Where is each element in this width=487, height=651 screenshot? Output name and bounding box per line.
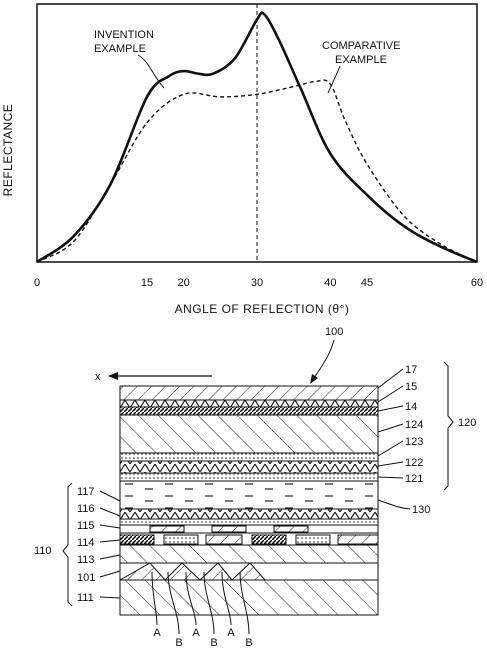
- x-tick-label: 30: [251, 277, 263, 289]
- x-axis-label: ANGLE OF REFLECTION (θ°): [175, 302, 350, 316]
- leader-b: [239, 571, 250, 635]
- bottom-label-a: A: [153, 627, 161, 639]
- layer-14: [119, 406, 379, 416]
- label-130: 130: [412, 504, 430, 516]
- leader-b: [203, 571, 215, 635]
- right-label-17: 17: [405, 364, 417, 376]
- bottom-label-b: B: [210, 637, 217, 649]
- leader-a: [151, 571, 158, 626]
- right-label-124: 124: [405, 419, 423, 431]
- right-label-121: 121: [405, 473, 423, 485]
- layer-117: [119, 508, 379, 520]
- layer-113: [119, 544, 379, 564]
- layer-130: [119, 480, 379, 510]
- leader-15: [377, 385, 404, 403]
- leader-a: [221, 571, 232, 626]
- x-tick-label: 0: [34, 277, 40, 289]
- chart: INVENTION EXAMPLE COMPARATIVE EXAMPLE 0 1…: [1, 3, 483, 316]
- direction-label: x: [95, 371, 101, 383]
- direction-arrowhead: [108, 372, 118, 380]
- bottom-label-b: B: [245, 637, 252, 649]
- left-label-116: 116: [77, 503, 95, 515]
- group-label-110: 110: [34, 545, 52, 557]
- leader-123: [377, 440, 404, 457]
- left-label-111: 111: [77, 592, 94, 604]
- bottom-label-a: A: [227, 627, 235, 639]
- device-ref-arrowhead: [310, 374, 318, 384]
- leader-121: [377, 476, 404, 479]
- leader-115: [99, 524, 121, 529]
- layer-15: [119, 399, 379, 408]
- layer-111: [119, 579, 379, 616]
- leader-124: [377, 423, 404, 433]
- leader-101: [99, 570, 121, 578]
- left-label-115: 115: [77, 520, 95, 532]
- series-label-invention-l1: INVENTION: [94, 29, 154, 41]
- layer-122: [119, 460, 379, 474]
- x-tick-label: 15: [141, 277, 153, 289]
- leader-111: [99, 596, 121, 599]
- leader-122: [377, 461, 404, 467]
- series-label-comparative-l1: COMPARATIVE: [322, 40, 400, 52]
- series-label-invention-l2: EXAMPLE: [94, 43, 146, 55]
- right-labels: 17 15 14 124 123 122 121: [377, 364, 423, 485]
- leader-114: [99, 539, 121, 543]
- leader-17: [377, 368, 404, 389]
- right-label-15: 15: [405, 381, 417, 393]
- leader-113: [99, 554, 121, 560]
- x-tick-labels: 0 15 20 30 40 45 60: [34, 277, 483, 289]
- leader-a: [185, 571, 197, 626]
- leader-comparative: [327, 65, 341, 94]
- leader-14: [377, 405, 404, 412]
- x-tick-label: 45: [361, 277, 373, 289]
- leader-130: [377, 499, 411, 510]
- leader-116: [99, 507, 121, 517]
- group-label-120: 120: [458, 417, 476, 429]
- layer-diagram: 100 x: [34, 326, 476, 649]
- layer-115-steps: [149, 525, 309, 533]
- x-tick-label: 20: [178, 277, 190, 289]
- device-ref-arrow: [313, 339, 335, 379]
- left-label-113: 113: [77, 554, 95, 566]
- bottom-label-a: A: [192, 627, 200, 639]
- right-label-122: 122: [405, 457, 423, 469]
- device-ref-label: 100: [325, 326, 343, 338]
- right-label-123: 123: [405, 436, 423, 448]
- series-line-comparative: [36, 79, 478, 263]
- brace-110: [62, 482, 73, 607]
- right-label-14: 14: [405, 401, 417, 413]
- y-axis-label: REFLECTANCE: [1, 104, 15, 197]
- series-line-invention: [36, 11, 478, 264]
- x-tick-label: 40: [324, 277, 336, 289]
- layer-17: [119, 385, 379, 401]
- layer-116: [119, 518, 379, 526]
- leader-117: [99, 490, 121, 502]
- series-label-comparative-l2: EXAMPLE: [335, 54, 387, 66]
- bottom-label-b: B: [175, 637, 182, 649]
- left-label-114: 114: [77, 537, 95, 549]
- leader-invention: [137, 54, 165, 89]
- left-labels: 117 116 115 114 113 101 111: [77, 486, 121, 604]
- layer-124: [119, 414, 379, 454]
- left-label-117: 117: [77, 486, 95, 498]
- left-label-101: 101: [77, 572, 95, 584]
- layer-121: [119, 472, 379, 482]
- x-tick-label: 60: [471, 277, 483, 289]
- layer-123: [119, 452, 379, 462]
- layer-114-electrodes: [119, 534, 379, 545]
- brace-120: [443, 361, 454, 491]
- leader-b: [167, 571, 180, 635]
